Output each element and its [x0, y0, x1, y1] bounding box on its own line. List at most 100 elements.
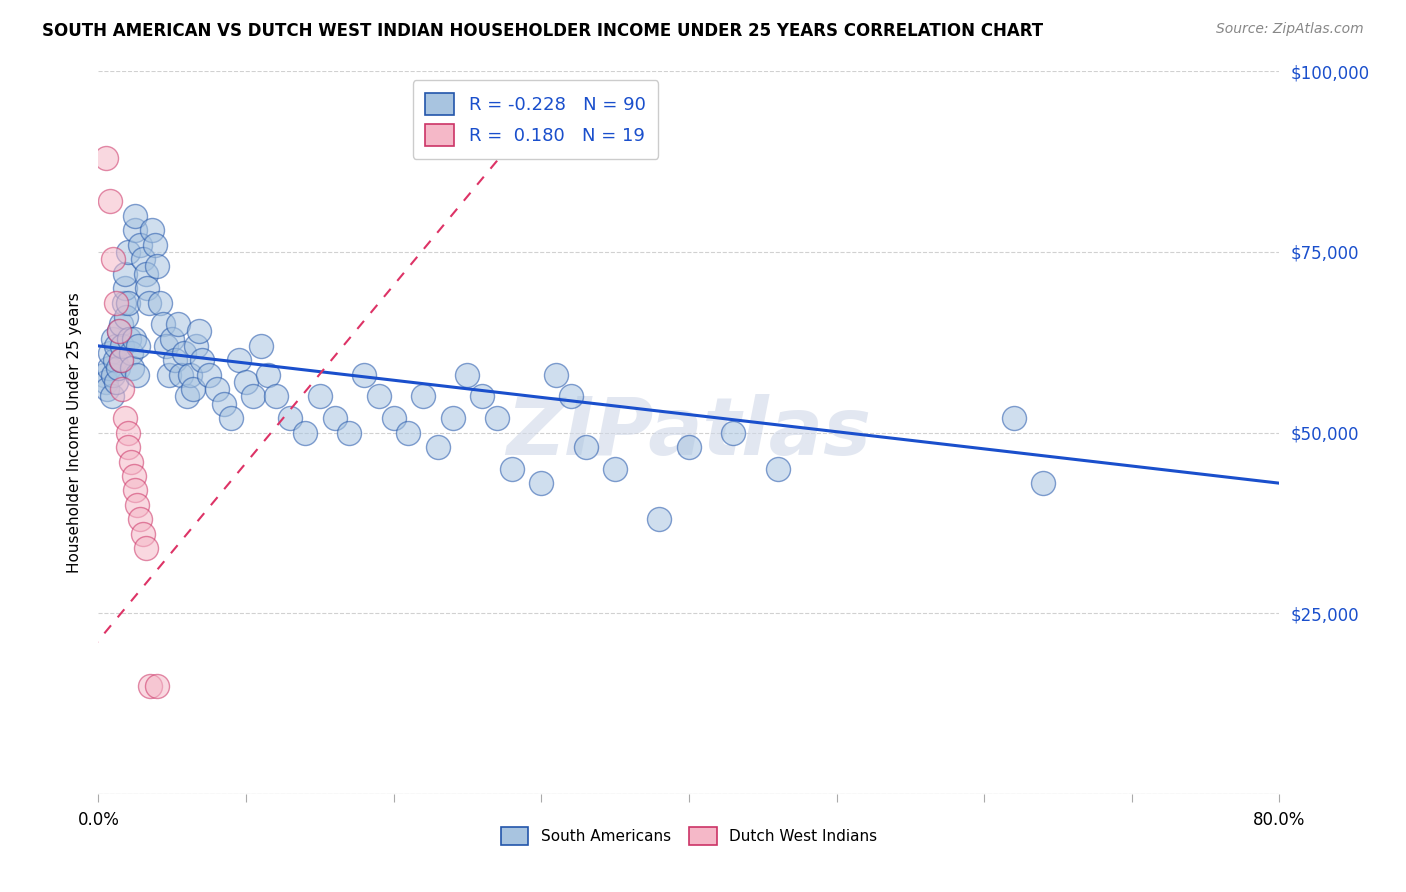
Point — [146, 260, 169, 274]
Point — [184, 339, 207, 353]
Point — [139, 678, 162, 692]
Point — [138, 295, 160, 310]
Point — [117, 440, 139, 454]
Point — [412, 389, 434, 403]
Point — [146, 678, 169, 692]
Point — [323, 411, 346, 425]
Point — [118, 332, 141, 346]
Point — [280, 411, 302, 425]
Point — [294, 425, 316, 440]
Point — [111, 339, 134, 353]
Point — [120, 346, 142, 360]
Point — [212, 397, 235, 411]
Point — [264, 389, 287, 403]
Point — [117, 244, 139, 259]
Point — [105, 295, 128, 310]
Point — [339, 425, 361, 440]
Point — [125, 368, 148, 382]
Point — [501, 462, 523, 476]
Legend: South Americans, Dutch West Indians: South Americans, Dutch West Indians — [495, 821, 883, 851]
Point — [110, 317, 132, 331]
Point — [228, 353, 250, 368]
Point — [107, 360, 129, 375]
Point — [605, 462, 627, 476]
Point — [103, 252, 125, 267]
Point — [486, 411, 509, 425]
Point — [165, 353, 187, 368]
Point — [125, 498, 148, 512]
Point — [221, 411, 243, 425]
Point — [124, 209, 146, 223]
Point — [124, 223, 146, 237]
Point — [117, 425, 139, 440]
Point — [94, 375, 117, 389]
Point — [648, 512, 671, 526]
Point — [575, 440, 598, 454]
Point — [530, 476, 553, 491]
Point — [124, 483, 146, 498]
Point — [93, 368, 115, 382]
Text: ZIPatlas: ZIPatlas — [506, 393, 872, 472]
Point — [149, 295, 172, 310]
Point — [97, 360, 120, 375]
Point — [152, 317, 174, 331]
Point — [457, 368, 479, 382]
Point — [121, 360, 143, 375]
Point — [309, 389, 332, 403]
Point — [98, 346, 121, 360]
Point — [167, 317, 190, 331]
Point — [170, 368, 193, 382]
Point — [136, 281, 159, 295]
Point — [1002, 411, 1025, 425]
Point — [242, 389, 264, 403]
Point — [723, 425, 745, 440]
Point — [108, 325, 131, 339]
Point — [96, 382, 118, 396]
Point — [135, 541, 157, 556]
Point — [114, 281, 136, 295]
Point — [1032, 476, 1054, 491]
Point — [117, 295, 139, 310]
Point — [98, 194, 121, 209]
Point — [162, 332, 183, 346]
Point — [132, 526, 155, 541]
Point — [157, 368, 180, 382]
Point — [250, 339, 273, 353]
Point — [187, 325, 209, 339]
Point — [103, 332, 125, 346]
Point — [382, 411, 405, 425]
Point — [103, 368, 125, 382]
Point — [176, 389, 198, 403]
Point — [235, 375, 257, 389]
Point — [766, 462, 789, 476]
Point — [141, 223, 163, 237]
Point — [94, 151, 117, 165]
Point — [173, 346, 195, 360]
Point — [105, 375, 128, 389]
Point — [108, 325, 131, 339]
Point — [471, 389, 494, 403]
Point — [155, 339, 177, 353]
Point — [135, 267, 157, 281]
Point — [368, 389, 391, 403]
Point — [191, 353, 214, 368]
Point — [560, 389, 582, 403]
Point — [257, 368, 280, 382]
Point — [122, 332, 145, 346]
Point — [398, 425, 420, 440]
Point — [111, 382, 134, 396]
Point — [127, 339, 149, 353]
Point — [427, 440, 450, 454]
Point — [114, 411, 136, 425]
Point — [128, 237, 150, 252]
Point — [104, 353, 127, 368]
Point — [198, 368, 221, 382]
Point — [120, 454, 142, 468]
Point — [678, 440, 700, 454]
Point — [115, 310, 138, 324]
Point — [143, 237, 166, 252]
Point — [114, 267, 136, 281]
Point — [110, 353, 132, 368]
Point — [122, 469, 145, 483]
Point — [441, 411, 464, 425]
